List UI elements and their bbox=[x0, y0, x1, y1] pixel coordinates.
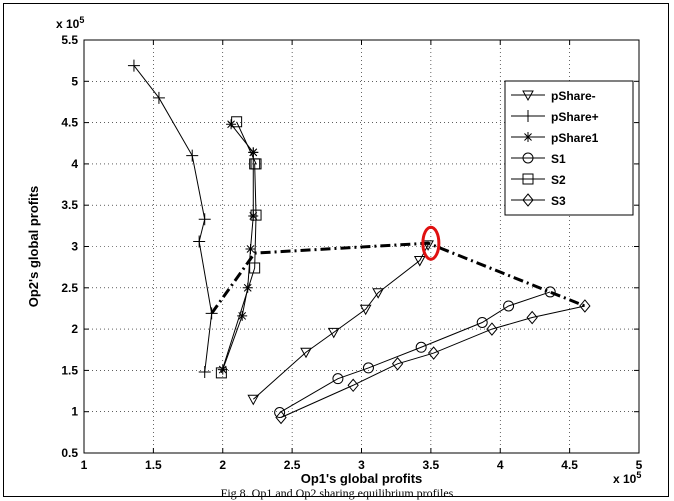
legend-item-pshare1: pShare1 bbox=[511, 131, 599, 145]
data-point-s1 bbox=[362, 362, 374, 374]
x-tick-label: 2 bbox=[219, 458, 226, 472]
x-tick-label: 1.5 bbox=[145, 458, 162, 472]
y-tick-label: 1 bbox=[71, 405, 78, 419]
data-point-pshare- bbox=[127, 59, 140, 72]
figure-frame bbox=[3, 3, 669, 497]
data-point-s1 bbox=[274, 407, 286, 419]
data-point-pshare- bbox=[193, 235, 206, 248]
y-tick-label: 5.5 bbox=[61, 33, 78, 47]
y-tick-label: 4.5 bbox=[61, 116, 78, 130]
legend: pShare-pShare+ pShare1 S1 S2 S3 bbox=[504, 80, 634, 216]
legend-marker-s1 bbox=[522, 152, 534, 164]
data-point-s3 bbox=[347, 378, 359, 393]
legend-marker-pshare1 bbox=[523, 132, 533, 142]
series-s1 bbox=[274, 286, 556, 419]
equilibrium-frontier-line bbox=[210, 241, 586, 315]
legend-marker-s3 bbox=[522, 193, 534, 207]
legend-label: pShare- bbox=[551, 89, 596, 103]
figure-caption: Fig 8. Op1 and Op2 sharing equilibrium p… bbox=[220, 486, 454, 500]
data-point-pshare- bbox=[422, 240, 434, 251]
y-tick-label: 2 bbox=[71, 322, 78, 336]
data-point-pshare- bbox=[247, 394, 260, 406]
y-axis-label: Op2's global profits bbox=[26, 186, 41, 308]
series-line-s3 bbox=[280, 305, 585, 418]
x-tick-label: 4 bbox=[497, 458, 504, 472]
y-tick-label: 1.5 bbox=[61, 363, 78, 377]
legend-label: S1 bbox=[551, 152, 566, 166]
y-tick-label: 3 bbox=[71, 240, 78, 254]
data-point-s2 bbox=[250, 158, 262, 170]
data-point-s1 bbox=[415, 341, 427, 353]
x-tick-label: 3 bbox=[358, 458, 365, 472]
legend-marker-pshare- bbox=[522, 90, 534, 102]
series-pshare- bbox=[247, 240, 434, 406]
series-line-pshare- bbox=[252, 244, 429, 400]
x-tick-label: 4.5 bbox=[561, 458, 578, 472]
highlight-ellipse bbox=[421, 225, 441, 261]
data-point-pshare- bbox=[413, 256, 426, 267]
x-tick-label: 5 bbox=[636, 458, 643, 472]
x-tick-label: 1 bbox=[81, 458, 88, 472]
series-s2 bbox=[215, 116, 262, 379]
data-point-pshare- bbox=[327, 327, 340, 339]
legend-marker-s2 bbox=[522, 173, 534, 185]
y-multiplier-label: x 105 bbox=[56, 15, 84, 31]
data-point-s1 bbox=[503, 300, 515, 312]
data-point-pshare- bbox=[359, 304, 372, 316]
series-pshare- bbox=[127, 59, 218, 379]
data-point-pshare1 bbox=[242, 282, 253, 293]
data-point-s3 bbox=[486, 322, 498, 336]
data-point-s3 bbox=[275, 410, 287, 425]
legend-label: pShare+ bbox=[551, 110, 599, 124]
data-point-s3 bbox=[579, 299, 591, 313]
x-tick-label: 2.5 bbox=[284, 458, 301, 472]
legend-label: S3 bbox=[551, 194, 566, 208]
data-point-pshare1 bbox=[245, 243, 256, 254]
data-point-pshare1 bbox=[237, 310, 248, 321]
data-point-s3 bbox=[391, 357, 404, 371]
data-point-pshare- bbox=[152, 91, 165, 104]
data-point-s2 bbox=[215, 367, 227, 379]
y-tick-label: 3.5 bbox=[61, 198, 78, 212]
series-line-s1 bbox=[279, 291, 551, 413]
legend-label: pShare1 bbox=[551, 131, 599, 145]
data-point-s1 bbox=[544, 286, 556, 298]
series-s3 bbox=[275, 299, 591, 425]
data-point-pshare- bbox=[300, 347, 312, 359]
legend-item-s1: S1 bbox=[511, 152, 566, 166]
legend-label: S2 bbox=[551, 173, 566, 187]
data-point-s2 bbox=[250, 209, 262, 221]
x-axis-label: Op1's global profits bbox=[301, 471, 423, 486]
data-point-pshare- bbox=[198, 213, 211, 226]
legend-item-s3: S3 bbox=[511, 193, 566, 208]
y-tick-label: 0.5 bbox=[61, 446, 78, 460]
data-point-s2 bbox=[249, 262, 261, 274]
x-tick-label: 3.5 bbox=[423, 458, 440, 472]
data-point-s2 bbox=[231, 116, 243, 128]
data-point-pshare1 bbox=[248, 147, 259, 158]
data-point-pshare- bbox=[198, 366, 211, 379]
legend-item-pshare-: pShare- bbox=[511, 89, 596, 103]
x-multiplier-label: x 105 bbox=[613, 470, 641, 486]
data-point-s3 bbox=[526, 310, 538, 325]
legend-item-pshare-: pShare+ bbox=[511, 110, 599, 124]
legend-marker-pshare- bbox=[522, 110, 534, 122]
y-tick-label: 2.5 bbox=[61, 281, 78, 295]
data-point-pshare1 bbox=[248, 210, 259, 221]
data-point-s3 bbox=[427, 346, 440, 360]
y-tick-label: 5 bbox=[71, 74, 78, 88]
data-point-pshare- bbox=[372, 288, 384, 299]
y-tick-label: 4 bbox=[71, 157, 78, 171]
data-point-s1 bbox=[476, 316, 488, 328]
data-point-pshare1 bbox=[226, 119, 237, 130]
data-point-s1 bbox=[332, 373, 344, 385]
data-point-pshare- bbox=[186, 149, 199, 162]
series-line-s2 bbox=[220, 121, 257, 374]
series-pshare1 bbox=[217, 119, 259, 375]
legend-item-s2: S2 bbox=[511, 173, 566, 187]
